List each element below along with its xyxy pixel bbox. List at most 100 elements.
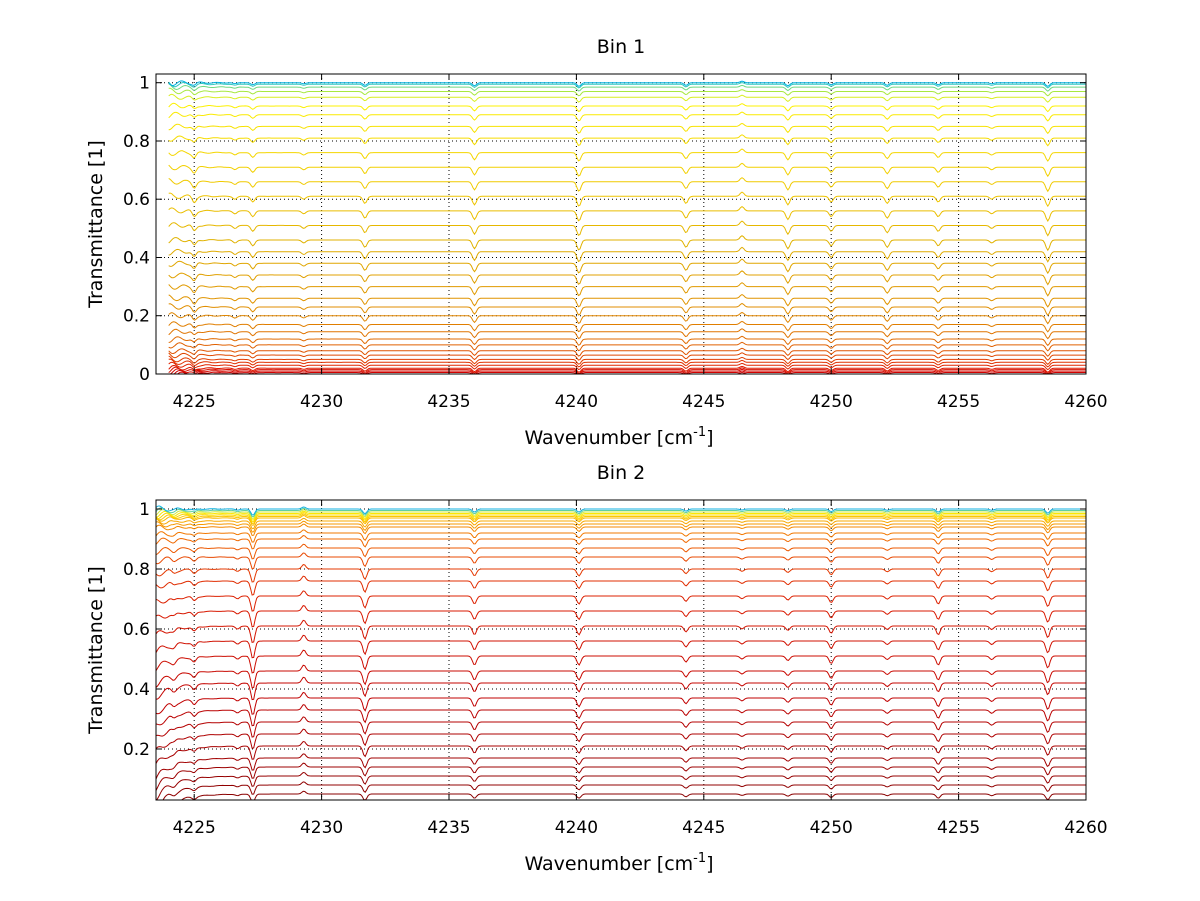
bin-2-series-line: [156, 575, 1086, 596]
bin-2-ytick-label: 0.4: [123, 680, 150, 700]
bin-1-ytick-label: 0.8: [123, 132, 150, 152]
bin-2-xlabel-suffix: ]: [706, 853, 713, 875]
bin-2-series-line: [156, 543, 1086, 560]
bin-2-title: Bin 2: [597, 462, 645, 484]
bin-1-series-line: [168, 328, 1086, 340]
bin-2-series-line: [156, 649, 1086, 674]
bin-1-series-line: [168, 258, 1086, 275]
bin-1-series-line: [168, 80, 1086, 87]
bin-2-series-line: [156, 716, 1086, 738]
bin-2-series-line: [156, 704, 1086, 727]
bin-2-series-line: [156, 507, 1086, 518]
bin-2-series: [156, 505, 1086, 800]
bin-2-xlabel-superscript: -1: [693, 851, 706, 866]
bin-1-series-line: [168, 282, 1086, 297]
bin-1-xtick-label: 4245: [682, 392, 725, 412]
bin-1-ytick-label: 0.4: [123, 249, 150, 269]
bin-1-series-line: [168, 148, 1086, 162]
bin-2-ytick-label: 1: [139, 500, 150, 520]
bin-2-xtick-label: 4255: [937, 818, 980, 838]
bin-1-ylabel: Transmittance [1]: [85, 140, 107, 309]
bin-2-series-line: [156, 753, 1086, 780]
bin-2-series-line: [156, 691, 1086, 715]
bin-2-series-line: [156, 523, 1086, 536]
bin-2-series-line: [156, 590, 1086, 612]
bin-1-title: Bin 1: [597, 36, 645, 58]
bin-1-series-line: [168, 355, 1086, 365]
bin-2-ytick-label: 0.8: [123, 560, 150, 580]
bin-2-series-line: [180, 790, 1086, 800]
bin-1-xtick-label: 4235: [427, 392, 470, 412]
bin-1-series-line: [168, 320, 1086, 333]
bin-2-series-line: [156, 517, 1086, 530]
bin-2-series-line: [156, 676, 1086, 701]
bin-2-series-line: [156, 771, 1086, 800]
bin-1-ticks: 4225 4230 4235 4240 4245 4250 4255 4260 0 0.2 0.4 0…: [123, 74, 1108, 412]
bin-1-series-line: [168, 270, 1086, 286]
bin-2-series-line: [156, 605, 1086, 628]
bin-2-series-line: [156, 510, 1086, 521]
bin-1-xtick-label: 4240: [555, 392, 598, 412]
bin-2-xtick-label: 4240: [555, 818, 598, 838]
bin-1-series-line: [168, 352, 1086, 361]
bin-2-series-line: [156, 520, 1086, 533]
bin-1-ytick-label: 1: [139, 74, 150, 94]
bin-1-series-line: [168, 93, 1086, 103]
bin-2-series-line: [162, 781, 1086, 800]
bin-1-series-line: [168, 87, 1086, 97]
bin-1-series-line: [168, 162, 1086, 178]
bin-2-xtick-label: 4235: [427, 818, 470, 838]
bin-2-xtick-label: 4250: [810, 818, 853, 838]
bin-1-panel: 4225 4230 4235 4240 4245 4250 4255 4260 0 0.2 0.4 0…: [85, 36, 1108, 449]
bin-1-xtick-label: 4225: [173, 392, 216, 412]
bin-1-ytick-label: 0.2: [123, 307, 150, 327]
bin-1-xlabel: Wavenumber [cm-1]: [524, 425, 713, 449]
bin-1-series-line: [168, 302, 1086, 317]
bin-1-series-line: [168, 205, 1086, 223]
bin-1-axes-box: [155, 73, 1087, 375]
bin-1-series-line: [168, 335, 1086, 347]
bin-1-series-line: [168, 341, 1086, 352]
bin-1-series-line: [168, 235, 1086, 252]
bin-1-xtick-label: 4250: [810, 392, 853, 412]
bin-2-xtick-label: 4230: [300, 818, 343, 838]
bin-2-ytick-label: 0.2: [123, 740, 150, 760]
bin-1-series-line: [168, 83, 1086, 92]
bin-1-series-line: [168, 294, 1086, 308]
bin-2-series-line: [156, 564, 1086, 583]
bin-2-panel: 4225 4230 4235 4240 4245 4250 4255 4260 0.2 0.4 0.…: [85, 462, 1108, 875]
bin-2-series-line: [156, 728, 1086, 750]
bin-1-xtick-label: 4230: [300, 392, 343, 412]
bin-2-series-line: [156, 552, 1086, 570]
bin-2-series-line: [156, 529, 1086, 543]
bin-1-series-line: [168, 191, 1086, 208]
bin-2-xtick-label: 4260: [1064, 818, 1107, 838]
bin-2-series-line: [156, 512, 1086, 523]
bin-1-series-line: [168, 111, 1086, 122]
bin-1-xlabel-main: Wavenumber [cm: [524, 427, 693, 449]
bin-2-series-line: [156, 619, 1086, 644]
bin-1-series-line: [168, 81, 1086, 89]
bin-1-xtick-label: 4260: [1064, 392, 1107, 412]
bin-2-ylabel: Transmittance [1]: [85, 566, 107, 735]
bin-2-series-line: [156, 762, 1086, 791]
bin-1-series-line: [168, 134, 1086, 147]
bin-1-series-line: [168, 246, 1086, 263]
bin-1-series-line: [168, 220, 1086, 237]
bin-1-series-line: [168, 358, 1086, 368]
bin-2-series-line: [156, 513, 1086, 525]
bin-2-series-line: [156, 535, 1086, 550]
bin-1-series-line: [168, 311, 1086, 325]
bin-1-series-line: [168, 347, 1086, 357]
bin-2-xtick-label: 4245: [682, 818, 725, 838]
bin-1-ytick-label: 0.6: [123, 190, 150, 210]
bin-2-xlabel: Wavenumber [cm-1]: [524, 851, 713, 875]
bin-2-ytick-label: 0.6: [123, 620, 150, 640]
bin-1-series-line: [168, 177, 1086, 193]
bin-1-xtick-label: 4255: [937, 392, 980, 412]
bin-2-xtick-label: 4225: [173, 818, 216, 838]
bin-1-series-line: [168, 102, 1086, 113]
bin-1-ytick-label: 0: [139, 365, 150, 385]
bin-1-series-line: [168, 122, 1086, 135]
